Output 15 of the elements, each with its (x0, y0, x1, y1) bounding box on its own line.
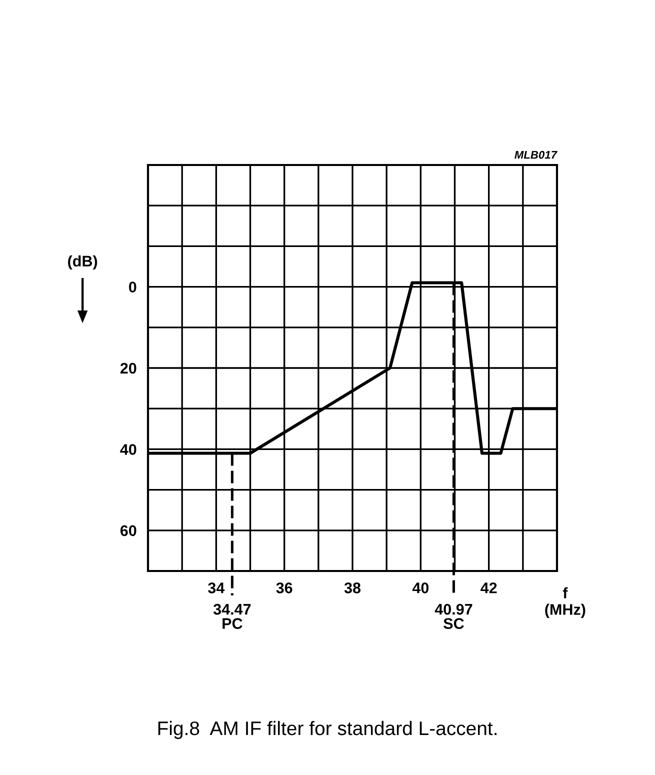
y-tick-label: 40 (120, 444, 136, 455)
y-tick-label: 0 (128, 282, 136, 292)
x-tick-label: 42 (480, 582, 497, 594)
y-tick-label: 20 (120, 362, 136, 374)
x-tick-label: 34 (208, 582, 225, 594)
ref-line-label: 40.97 SC (434, 604, 472, 629)
x-tick-label: 38 (344, 582, 361, 594)
caption: Fig.8 AM IF filter for standard L-accent. (158, 720, 496, 740)
text: MLB017 (514, 150, 558, 159)
x-axis-title: f (MHz) (545, 587, 586, 618)
y-tick-label: 60 (120, 525, 136, 536)
y-axis-title: (dB) (68, 255, 98, 270)
ref-line-label: 34.47 PC (213, 604, 251, 629)
x-tick-label: 40 (412, 582, 429, 594)
x-tick-label: 36 (276, 582, 292, 594)
